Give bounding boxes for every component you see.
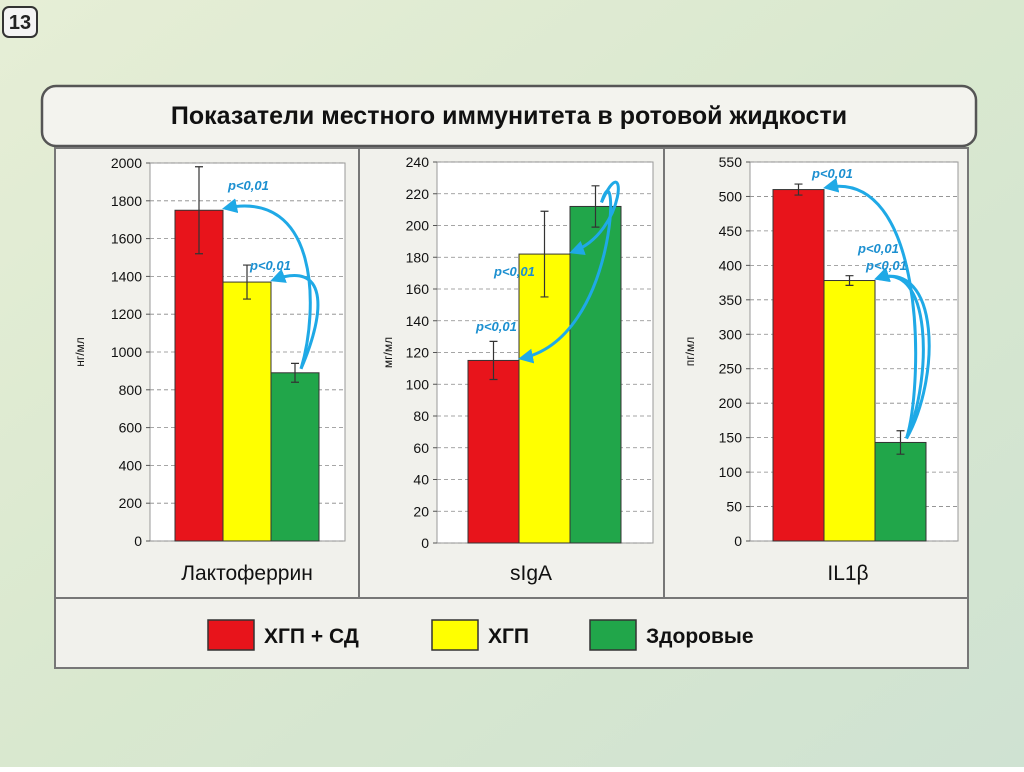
y-tick-label: 180 <box>406 249 430 265</box>
bar <box>467 359 520 544</box>
annotation: p<0,01 <box>857 241 899 256</box>
y-axis-label: пг/мл <box>683 337 697 366</box>
bar <box>823 280 876 542</box>
error-bar <box>794 183 803 196</box>
y-tick-label: 600 <box>119 420 143 436</box>
error-bar <box>896 430 905 455</box>
y-tick-label: 140 <box>406 313 430 329</box>
x-axis-label: sIgA <box>510 562 552 585</box>
legend-swatch <box>589 619 637 651</box>
significance-arrow <box>569 180 620 256</box>
legend-label: Здоровые <box>646 625 754 648</box>
annotation: p<0,01 <box>811 166 853 181</box>
error-bar <box>489 340 498 381</box>
y-tick-label: 1600 <box>111 231 142 247</box>
y-tick-label: 0 <box>421 535 429 551</box>
y-tick-label: 250 <box>719 361 743 377</box>
y-tick-label: 500 <box>719 188 743 204</box>
x-axis-label: Лактоферрин <box>181 562 313 585</box>
y-tick-label: 150 <box>719 430 743 446</box>
bar <box>569 205 622 544</box>
bar <box>270 372 320 542</box>
y-tick-label: 200 <box>719 395 743 411</box>
y-tick-label: 220 <box>406 186 430 202</box>
annotation: p<0,01 <box>493 264 535 279</box>
significance-arrow <box>222 198 312 370</box>
error-bar <box>291 362 299 383</box>
y-tick-label: 100 <box>719 464 743 480</box>
error-bar <box>243 264 251 300</box>
slide-number: 13 <box>9 12 31 34</box>
legend-label: ХГП <box>488 625 529 648</box>
y-tick-label: 60 <box>413 440 429 456</box>
annotation: p<0,01 <box>865 258 907 273</box>
y-tick-label: 400 <box>119 457 143 473</box>
slide-number-box <box>2 6 38 38</box>
y-tick-label: 240 <box>406 154 430 170</box>
y-tick-label: 80 <box>413 408 429 424</box>
title: Показатели местного иммунитета в ротовой… <box>171 102 847 130</box>
title-box <box>40 84 978 148</box>
y-axis-label: мг/мл <box>381 337 395 368</box>
bar <box>222 281 272 542</box>
y-tick-label: 2000 <box>111 155 142 171</box>
bar <box>874 441 927 542</box>
y-tick-label: 120 <box>406 345 430 361</box>
error-bar <box>845 275 854 286</box>
significance-arrow <box>270 268 320 370</box>
y-tick-label: 100 <box>406 376 430 392</box>
legend-swatch <box>207 619 255 651</box>
y-tick-label: 1800 <box>111 193 142 209</box>
y-tick-label: 300 <box>719 326 743 342</box>
y-axis-label: нг/мл <box>73 337 87 367</box>
y-tick-label: 800 <box>119 382 143 398</box>
y-tick-label: 200 <box>406 218 430 234</box>
y-tick-label: 450 <box>719 223 743 239</box>
charts: 0200400600800100012001400160018002000нг/… <box>73 154 959 651</box>
y-tick-label: 0 <box>734 533 742 549</box>
significance-arrow <box>874 267 931 440</box>
y-tick-label: 0 <box>134 533 142 549</box>
y-tick-label: 200 <box>119 495 143 511</box>
annotation: p<0,01 <box>227 178 269 193</box>
legend-label: ХГП + СД <box>264 625 359 648</box>
annotation: p<0,01 <box>475 319 517 334</box>
y-tick-label: 50 <box>726 499 742 515</box>
x-axis-label: IL1β <box>827 562 868 585</box>
bar <box>772 189 825 542</box>
y-tick-label: 400 <box>719 257 743 273</box>
error-bar <box>195 166 203 255</box>
y-tick-label: 1000 <box>111 344 142 360</box>
y-tick-label: 1400 <box>111 268 142 284</box>
y-tick-label: 550 <box>719 154 743 170</box>
y-tick-label: 1200 <box>111 306 142 322</box>
error-bar <box>591 185 600 228</box>
error-bar <box>540 210 549 298</box>
y-tick-label: 20 <box>413 503 429 519</box>
y-tick-label: 160 <box>406 281 430 297</box>
annotation: p<0,01 <box>249 258 291 273</box>
y-tick-label: 350 <box>719 292 743 308</box>
y-tick-label: 40 <box>413 472 429 488</box>
bar <box>174 209 224 542</box>
legend-swatch <box>431 619 479 651</box>
